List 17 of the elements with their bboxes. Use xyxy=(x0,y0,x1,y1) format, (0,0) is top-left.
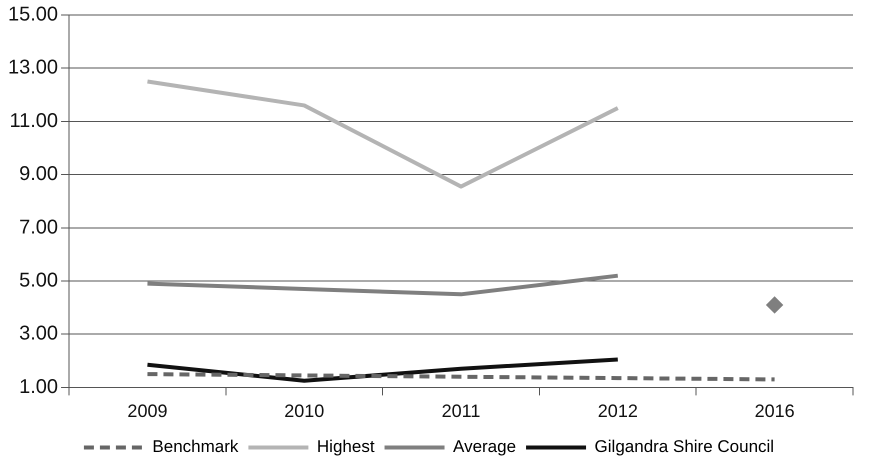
x-tick-label: 2009 xyxy=(127,401,168,422)
legend-label: Highest xyxy=(316,437,375,456)
x-tick-label: 2016 xyxy=(754,401,795,422)
x-tick-label: 2010 xyxy=(284,401,324,422)
y-tick-label: 11.00 xyxy=(9,110,58,132)
y-tick-label: 1.00 xyxy=(19,376,58,398)
y-tick-label: 7.00 xyxy=(19,216,58,238)
y-tick-label: 5.00 xyxy=(19,270,58,292)
y-tick-label: 9.00 xyxy=(19,163,58,186)
y-tick-label: 13.00 xyxy=(8,56,58,79)
y-tick-label: 15.00 xyxy=(8,4,58,26)
legend-label: Average xyxy=(453,437,516,456)
x-tick-label: 2012 xyxy=(598,401,638,422)
y-tick-label: 3.00 xyxy=(19,322,58,345)
x-tick-label: 2011 xyxy=(442,401,480,422)
legend-label: Gilgandra Shire Council xyxy=(594,437,774,456)
legend-label: Benchmark xyxy=(152,437,239,456)
